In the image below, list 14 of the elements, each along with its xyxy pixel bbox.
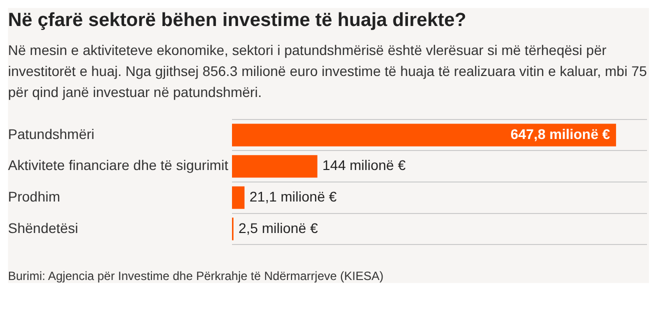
y-tick-label: Prodhim [8,188,60,205]
bar [232,124,616,146]
text: Burimi: Agjencia për Investime dhe Përkrahje të Ndërmarrjeve (KIESA) [8,269,384,283]
chart-subtitle: Në mesin e aktiviteteve ekonomike, sektori i patundshmërisë është vlerësuar si më tërheqësi për investitorët e huaj. Nga gjithsej 856.3 milionë euro investime të huaja të realizuara vitin e kaluar, mbi 75 për qind janë investuar në patundshmëri. [8,41,648,102]
bar [232,155,318,178]
bar [232,186,245,209]
y-tick-label: Shëndetësi [8,220,78,236]
chart-title: Në çfarë sektorë bëhen investime të huaja direkte? [8,9,468,33]
data-label: 144 milionë € [322,157,406,174]
y-tick-label: Aktivitete financiare dhe të sigurimit [8,157,228,174]
data-label: 2,5 milionë € [238,220,318,236]
y-tick-label: Patundshmëri [8,126,94,142]
data-label: 21,1 milionë € [250,188,337,205]
data-label: 647,8 milionë € [510,126,610,142]
